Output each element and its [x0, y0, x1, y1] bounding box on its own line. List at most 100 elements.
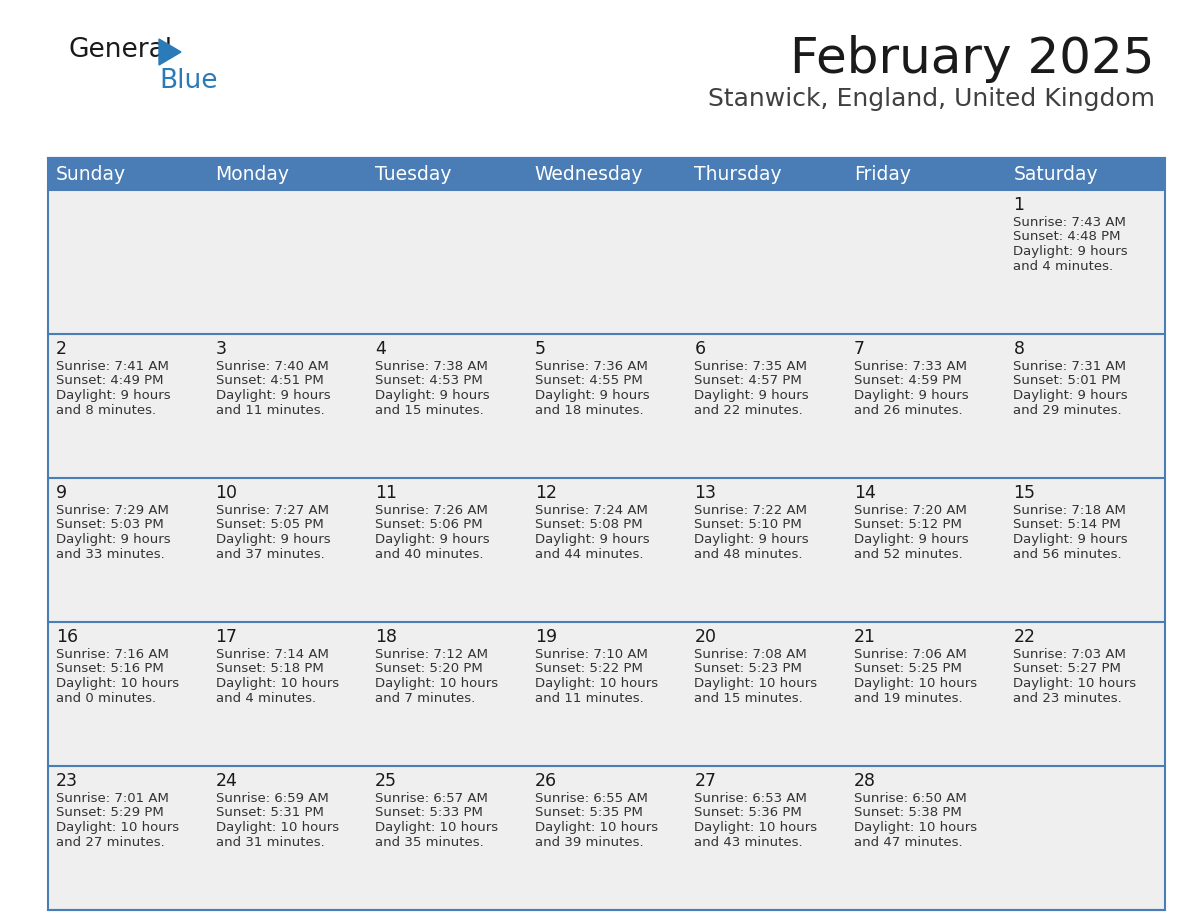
FancyBboxPatch shape	[48, 766, 1165, 910]
Text: and 26 minutes.: and 26 minutes.	[854, 404, 962, 417]
Text: Sunset: 5:22 PM: Sunset: 5:22 PM	[535, 663, 643, 676]
Text: Daylight: 10 hours: Daylight: 10 hours	[535, 677, 658, 690]
Text: and 4 minutes.: and 4 minutes.	[1013, 260, 1113, 273]
Text: Tuesday: Tuesday	[375, 164, 451, 184]
Text: Sunrise: 7:18 AM: Sunrise: 7:18 AM	[1013, 504, 1126, 517]
Text: Sunset: 4:51 PM: Sunset: 4:51 PM	[215, 375, 323, 387]
Text: Sunset: 5:10 PM: Sunset: 5:10 PM	[694, 519, 802, 532]
Text: Monday: Monday	[215, 164, 290, 184]
Text: and 40 minutes.: and 40 minutes.	[375, 547, 484, 561]
Text: 24: 24	[215, 772, 238, 790]
Text: Sunset: 4:53 PM: Sunset: 4:53 PM	[375, 375, 482, 387]
Text: Sunrise: 7:33 AM: Sunrise: 7:33 AM	[854, 360, 967, 373]
Text: Sunrise: 7:01 AM: Sunrise: 7:01 AM	[56, 792, 169, 805]
Text: Sunrise: 7:40 AM: Sunrise: 7:40 AM	[215, 360, 328, 373]
Text: 20: 20	[694, 628, 716, 646]
Text: Sunset: 5:06 PM: Sunset: 5:06 PM	[375, 519, 482, 532]
Text: 21: 21	[854, 628, 876, 646]
Text: Sunrise: 7:36 AM: Sunrise: 7:36 AM	[535, 360, 647, 373]
Text: Saturday: Saturday	[1013, 164, 1098, 184]
Text: and 39 minutes.: and 39 minutes.	[535, 835, 644, 848]
Text: 15: 15	[1013, 484, 1036, 502]
Text: and 11 minutes.: and 11 minutes.	[215, 404, 324, 417]
Text: Sunset: 5:03 PM: Sunset: 5:03 PM	[56, 519, 164, 532]
Text: Sunrise: 6:55 AM: Sunrise: 6:55 AM	[535, 792, 647, 805]
Text: 4: 4	[375, 340, 386, 358]
Text: Sunset: 5:14 PM: Sunset: 5:14 PM	[1013, 519, 1121, 532]
Text: Sunrise: 7:10 AM: Sunrise: 7:10 AM	[535, 648, 647, 661]
Text: and 47 minutes.: and 47 minutes.	[854, 835, 962, 848]
Text: Sunset: 5:36 PM: Sunset: 5:36 PM	[694, 807, 802, 820]
Text: Daylight: 10 hours: Daylight: 10 hours	[56, 821, 179, 834]
Polygon shape	[159, 39, 181, 65]
Text: Sunrise: 7:43 AM: Sunrise: 7:43 AM	[1013, 216, 1126, 229]
Text: and 35 minutes.: and 35 minutes.	[375, 835, 484, 848]
Text: 13: 13	[694, 484, 716, 502]
Text: and 4 minutes.: and 4 minutes.	[215, 691, 316, 704]
Text: Sunrise: 7:38 AM: Sunrise: 7:38 AM	[375, 360, 488, 373]
Text: February 2025: February 2025	[790, 35, 1155, 83]
Text: Daylight: 9 hours: Daylight: 9 hours	[535, 533, 650, 546]
Text: Sunrise: 7:26 AM: Sunrise: 7:26 AM	[375, 504, 488, 517]
Text: 17: 17	[215, 628, 238, 646]
Text: Sunset: 5:31 PM: Sunset: 5:31 PM	[215, 807, 323, 820]
Text: Daylight: 9 hours: Daylight: 9 hours	[375, 533, 489, 546]
Text: 12: 12	[535, 484, 557, 502]
Text: and 15 minutes.: and 15 minutes.	[375, 404, 484, 417]
Text: Stanwick, England, United Kingdom: Stanwick, England, United Kingdom	[708, 87, 1155, 111]
Text: Sunset: 5:08 PM: Sunset: 5:08 PM	[535, 519, 643, 532]
Text: Daylight: 10 hours: Daylight: 10 hours	[215, 677, 339, 690]
Text: and 27 minutes.: and 27 minutes.	[56, 835, 165, 848]
Text: Sunset: 5:33 PM: Sunset: 5:33 PM	[375, 807, 484, 820]
Text: Daylight: 9 hours: Daylight: 9 hours	[56, 533, 171, 546]
Text: Sunset: 5:16 PM: Sunset: 5:16 PM	[56, 663, 164, 676]
FancyBboxPatch shape	[48, 478, 1165, 622]
Text: and 22 minutes.: and 22 minutes.	[694, 404, 803, 417]
Text: Daylight: 9 hours: Daylight: 9 hours	[375, 389, 489, 402]
Text: Daylight: 9 hours: Daylight: 9 hours	[1013, 389, 1129, 402]
Text: Daylight: 9 hours: Daylight: 9 hours	[694, 389, 809, 402]
Text: Daylight: 10 hours: Daylight: 10 hours	[854, 677, 977, 690]
Text: Sunrise: 7:03 AM: Sunrise: 7:03 AM	[1013, 648, 1126, 661]
Text: Daylight: 10 hours: Daylight: 10 hours	[56, 677, 179, 690]
Text: Daylight: 9 hours: Daylight: 9 hours	[215, 389, 330, 402]
Text: 9: 9	[56, 484, 68, 502]
Text: Daylight: 9 hours: Daylight: 9 hours	[1013, 533, 1129, 546]
Text: 28: 28	[854, 772, 876, 790]
Text: 10: 10	[215, 484, 238, 502]
Text: Daylight: 9 hours: Daylight: 9 hours	[854, 389, 968, 402]
FancyBboxPatch shape	[48, 334, 1165, 478]
Text: and 43 minutes.: and 43 minutes.	[694, 835, 803, 848]
FancyBboxPatch shape	[48, 190, 1165, 334]
Text: Sunset: 5:27 PM: Sunset: 5:27 PM	[1013, 663, 1121, 676]
Text: Daylight: 10 hours: Daylight: 10 hours	[1013, 677, 1137, 690]
Text: Sunset: 5:38 PM: Sunset: 5:38 PM	[854, 807, 961, 820]
Text: 6: 6	[694, 340, 706, 358]
Text: Sunset: 4:57 PM: Sunset: 4:57 PM	[694, 375, 802, 387]
Text: Sunrise: 6:57 AM: Sunrise: 6:57 AM	[375, 792, 488, 805]
Text: and 48 minutes.: and 48 minutes.	[694, 547, 803, 561]
Text: Sunset: 5:18 PM: Sunset: 5:18 PM	[215, 663, 323, 676]
Text: 26: 26	[535, 772, 557, 790]
Text: 23: 23	[56, 772, 78, 790]
Text: Daylight: 10 hours: Daylight: 10 hours	[694, 821, 817, 834]
Text: Sunset: 4:59 PM: Sunset: 4:59 PM	[854, 375, 961, 387]
Text: Sunrise: 7:27 AM: Sunrise: 7:27 AM	[215, 504, 329, 517]
Text: Blue: Blue	[159, 68, 217, 94]
Text: Sunset: 5:29 PM: Sunset: 5:29 PM	[56, 807, 164, 820]
Text: and 0 minutes.: and 0 minutes.	[56, 691, 156, 704]
Text: Sunset: 4:49 PM: Sunset: 4:49 PM	[56, 375, 164, 387]
Text: and 33 minutes.: and 33 minutes.	[56, 547, 165, 561]
Text: Daylight: 10 hours: Daylight: 10 hours	[854, 821, 977, 834]
Text: Daylight: 10 hours: Daylight: 10 hours	[535, 821, 658, 834]
Text: Sunrise: 7:41 AM: Sunrise: 7:41 AM	[56, 360, 169, 373]
Text: 27: 27	[694, 772, 716, 790]
Text: Sunset: 5:25 PM: Sunset: 5:25 PM	[854, 663, 962, 676]
Text: 22: 22	[1013, 628, 1036, 646]
Text: Sunrise: 7:29 AM: Sunrise: 7:29 AM	[56, 504, 169, 517]
Text: Daylight: 9 hours: Daylight: 9 hours	[694, 533, 809, 546]
Text: 3: 3	[215, 340, 227, 358]
Text: Daylight: 10 hours: Daylight: 10 hours	[694, 677, 817, 690]
Text: Sunset: 5:05 PM: Sunset: 5:05 PM	[215, 519, 323, 532]
Text: Daylight: 10 hours: Daylight: 10 hours	[375, 821, 498, 834]
